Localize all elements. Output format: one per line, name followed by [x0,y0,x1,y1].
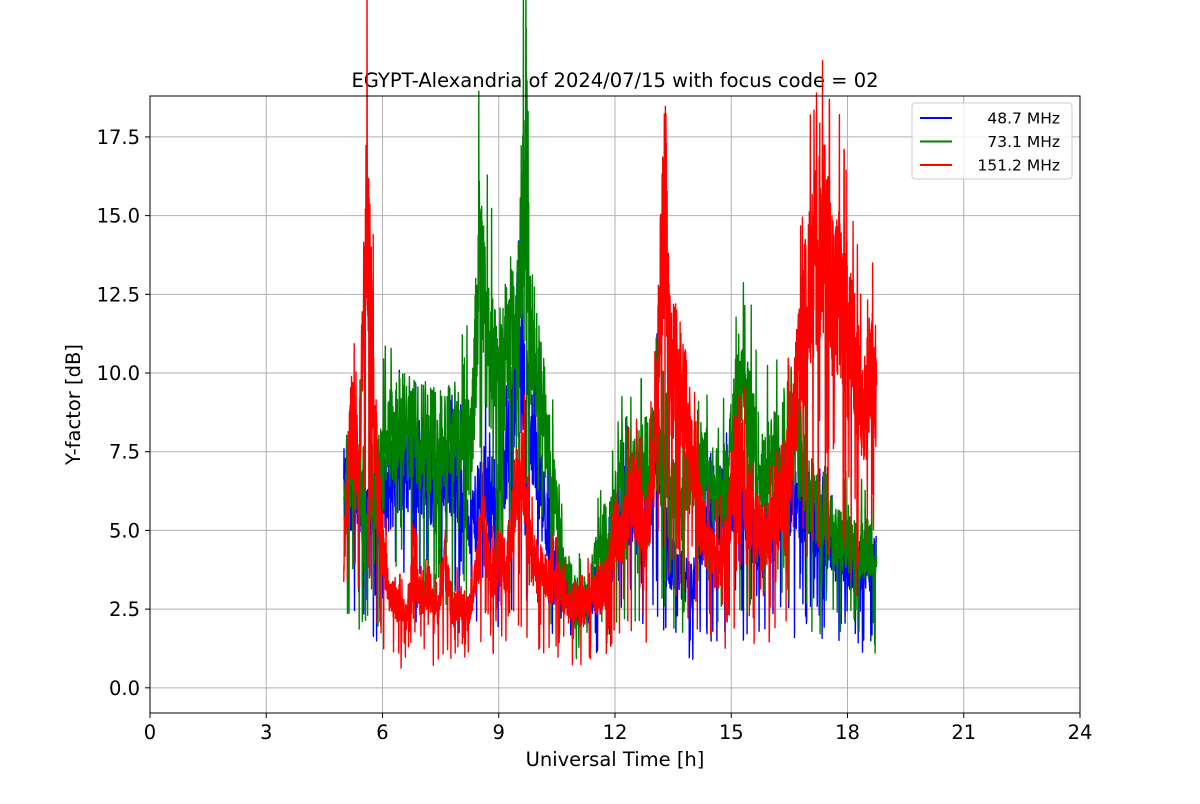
y-axis-label: Y-factor [dB] [62,344,85,466]
y-tick-label: 17.5 [97,126,140,149]
legend-label: 151.2 MHz [978,157,1060,175]
x-axis-ticks: 0 3 6 9 12 15 18 21 24 [144,713,1093,744]
y-tick-label: 5.0 [109,519,140,542]
x-tick-label: 0 [144,721,156,744]
x-tick-label: 9 [493,721,505,744]
x-axis-label: Universal Time [h] [526,748,705,771]
series-lines [343,0,878,669]
x-tick-label: 21 [951,721,976,744]
x-tick-label: 18 [835,721,860,744]
legend-label: 48.7 MHz [987,110,1060,128]
y-tick-label: 15.0 [97,205,140,228]
grid-lines [149,96,1081,713]
x-tick-label: 15 [719,721,744,744]
chart-title: EGYPT-Alexandria of 2024/07/15 with focu… [351,69,878,92]
x-tick-label: 12 [603,721,628,744]
y-tick-label: 7.5 [109,441,140,464]
legend-label: 73.1 MHz [987,133,1060,151]
y-tick-label: 2.5 [109,598,140,621]
legend-box [911,102,1073,180]
series-line-2 [343,0,878,669]
y-tick-label: 10.0 [97,362,140,385]
y-tick-label: 12.5 [97,283,140,306]
x-tick-label: 24 [1068,721,1093,744]
x-tick-label: 3 [260,721,272,744]
legend: 48.7 MHz 73.1 MHz 151.2 MHz [911,102,1073,180]
x-tick-label: 6 [376,721,388,744]
y-tick-label: 0.0 [109,677,140,700]
y-axis-ticks: 0.0 2.5 5.0 7.5 10.0 12.5 15.0 17.5 [97,126,150,700]
